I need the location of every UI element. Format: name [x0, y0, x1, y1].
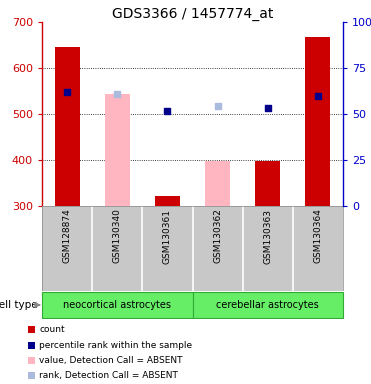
Bar [28, 326, 35, 333]
Text: GSM130361: GSM130361 [163, 209, 172, 263]
Bar [255, 161, 280, 206]
Text: percentile rank within the sample: percentile rank within the sample [39, 341, 192, 349]
Point [265, 105, 271, 111]
Bar [28, 357, 35, 364]
Text: rank, Detection Call = ABSENT: rank, Detection Call = ABSENT [39, 371, 178, 380]
Point [164, 108, 170, 114]
Point [214, 103, 220, 109]
Point [315, 93, 321, 99]
Point [64, 89, 70, 96]
Bar [28, 372, 35, 379]
Bar [155, 196, 180, 206]
Bar [28, 342, 35, 349]
Bar [105, 94, 130, 206]
Bar [193, 292, 343, 318]
Text: GSM130362: GSM130362 [213, 209, 222, 263]
Title: GDS3366 / 1457774_at: GDS3366 / 1457774_at [112, 7, 273, 21]
Text: GSM130363: GSM130363 [263, 209, 272, 263]
Text: cerebellar astrocytes: cerebellar astrocytes [216, 300, 319, 310]
Bar [205, 161, 230, 206]
Bar [305, 37, 331, 206]
Bar [55, 47, 80, 206]
Text: GSM128874: GSM128874 [63, 209, 72, 263]
Text: GSM130340: GSM130340 [113, 209, 122, 263]
Bar [42, 292, 193, 318]
Text: GSM130364: GSM130364 [313, 209, 322, 263]
Point [114, 91, 120, 97]
Text: neocortical astrocytes: neocortical astrocytes [63, 300, 171, 310]
Text: value, Detection Call = ABSENT: value, Detection Call = ABSENT [39, 356, 183, 365]
Text: cell type: cell type [0, 300, 38, 310]
Text: count: count [39, 325, 65, 334]
